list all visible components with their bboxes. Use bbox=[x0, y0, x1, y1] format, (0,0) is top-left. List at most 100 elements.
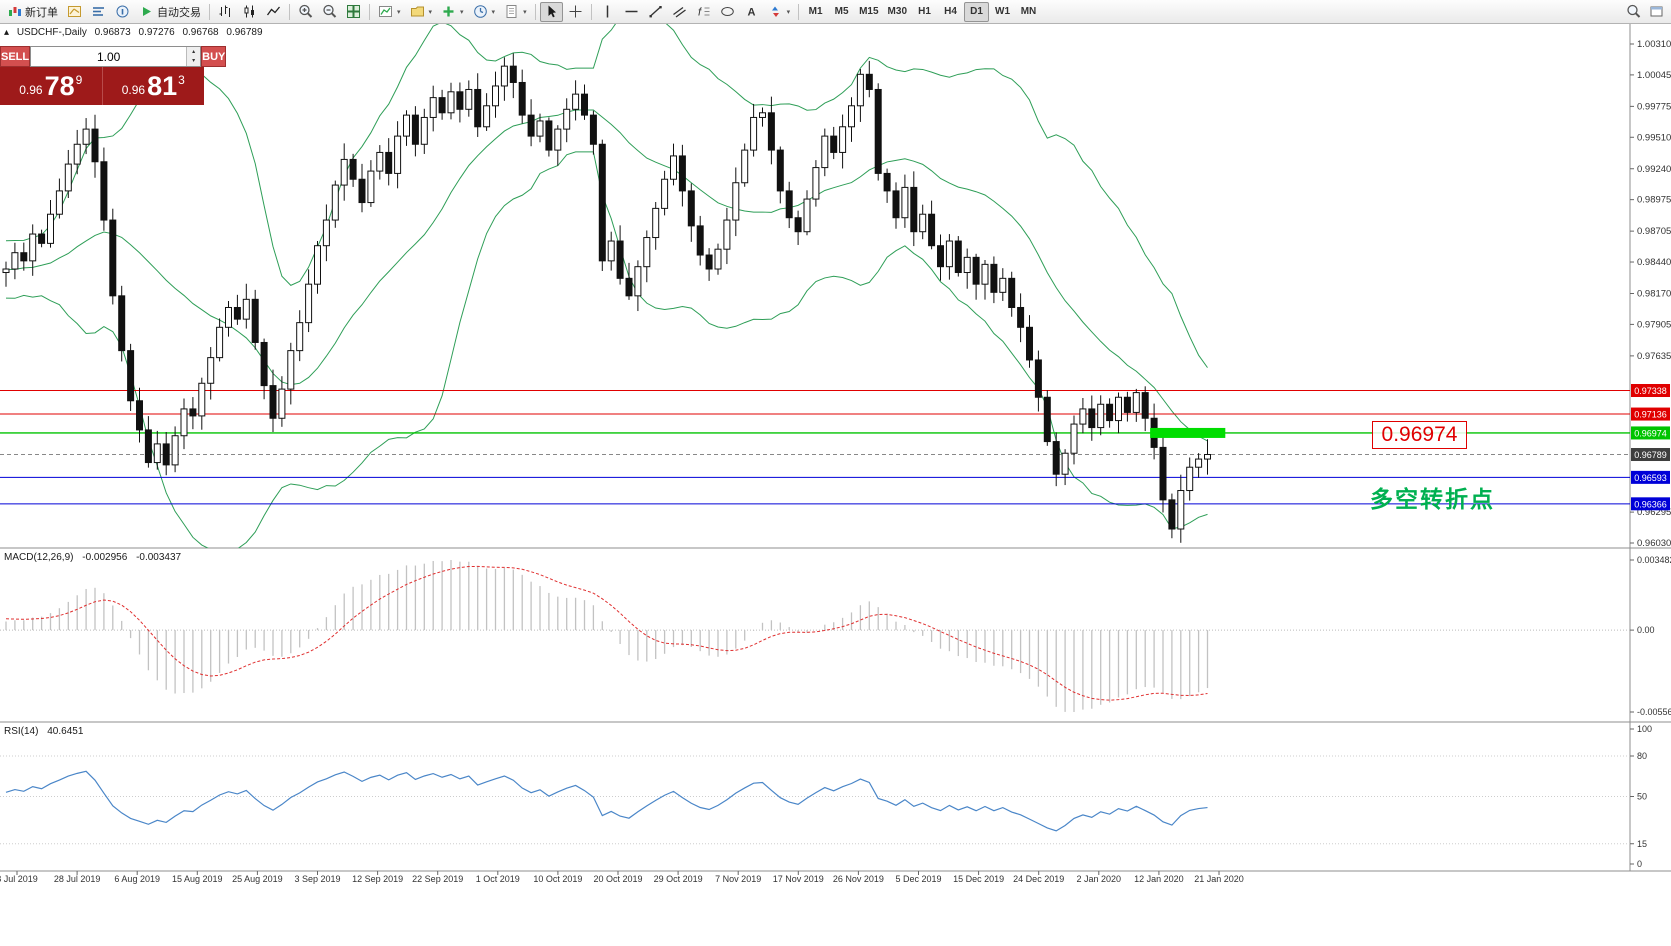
chart-canvas[interactable]: 1.00310 1.00045 0.99775 0.99510 0.99240 0.989… bbox=[0, 24, 1671, 946]
time-axis[interactable]: 8 Jul 2019 28 Jul 2019 6 Aug 2019 15 Aug 20… bbox=[0, 871, 1244, 884]
toolbar-separator bbox=[369, 3, 370, 20]
channel-button[interactable] bbox=[668, 2, 691, 22]
arrows-button[interactable]: ▾ bbox=[764, 2, 795, 22]
svg-text:0.00: 0.00 bbox=[1637, 625, 1655, 635]
market-watch-button[interactable] bbox=[87, 2, 110, 22]
data-window-button[interactable] bbox=[111, 2, 134, 22]
toolbar: 新订单 自动交易 ▾ ▾ ▾ ▾ ▾ f A ▾ M1 M5 M15 M30 H1 H4 D1 W1 MN bbox=[0, 0, 1671, 24]
toolbar-right-group bbox=[1622, 2, 1668, 22]
new-chart-button[interactable]: ▾ bbox=[374, 2, 405, 22]
svg-text:12 Sep 2019: 12 Sep 2019 bbox=[352, 874, 403, 884]
macd-name: MACD(12,26,9) bbox=[4, 552, 74, 563]
vertical-line-icon bbox=[606, 5, 608, 18]
buy-button[interactable]: BUY bbox=[201, 46, 227, 67]
new-order-button[interactable]: 新订单 bbox=[3, 2, 62, 22]
windows-icon bbox=[1650, 6, 1663, 17]
text-tool-button[interactable]: A bbox=[740, 2, 763, 22]
candle-chart-icon bbox=[244, 5, 254, 18]
timeframe-h4[interactable]: H4 bbox=[944, 6, 957, 17]
profiles-icon bbox=[410, 6, 424, 17]
svg-text:1 Oct 2019: 1 Oct 2019 bbox=[476, 874, 520, 884]
bar-chart-icon bbox=[219, 5, 230, 17]
zoom-in-button[interactable] bbox=[294, 2, 317, 22]
bar-chart-button[interactable] bbox=[214, 2, 237, 22]
ohlc-low: 0.96768 bbox=[182, 27, 219, 38]
timeframe-m1[interactable]: M1 bbox=[808, 6, 823, 17]
periods-button[interactable]: ▾ bbox=[469, 2, 500, 22]
market-watch-icon bbox=[93, 7, 104, 16]
zoom-out-button[interactable] bbox=[318, 2, 341, 22]
volume-down-button[interactable]: ▾ bbox=[187, 56, 201, 66]
charts-button[interactable] bbox=[63, 2, 86, 22]
cursor-button[interactable] bbox=[539, 1, 563, 22]
rsi-value: 40.6451 bbox=[47, 726, 84, 737]
horizontal-line-button[interactable] bbox=[620, 2, 643, 22]
shapes-icon bbox=[720, 7, 734, 16]
pivot-highlight-segment[interactable] bbox=[1150, 427, 1226, 438]
pivot-annotation[interactable]: 多空转折点 bbox=[1370, 486, 1495, 512]
crosshair-icon bbox=[569, 5, 582, 18]
timeframe-w1[interactable]: W1 bbox=[995, 6, 1010, 17]
timeframe-m30[interactable]: M30 bbox=[887, 6, 907, 17]
one-click-collapse-icon[interactable]: ▴ bbox=[4, 27, 10, 38]
sell-button[interactable]: SELL bbox=[0, 46, 31, 67]
rsi-name: RSI(14) bbox=[4, 726, 39, 737]
svg-text:0.98975: 0.98975 bbox=[1637, 195, 1671, 206]
crosshair-button[interactable] bbox=[564, 2, 587, 22]
horizontal-line-icon bbox=[625, 10, 638, 13]
new-chart-icon bbox=[379, 6, 392, 17]
indicators-button[interactable]: ▾ bbox=[437, 2, 468, 22]
timeframe-d1[interactable]: D1 bbox=[964, 1, 989, 22]
price-axis[interactable]: 1.00310 1.00045 0.99775 0.99510 0.99240 0.989… bbox=[1630, 39, 1671, 549]
price-callout-annotation[interactable]: 0.96974 bbox=[1372, 421, 1467, 449]
svg-text:20 Oct 2019: 20 Oct 2019 bbox=[593, 874, 642, 884]
svg-text:0.003482: 0.003482 bbox=[1637, 555, 1671, 565]
charts-icon bbox=[68, 6, 81, 17]
search-icon bbox=[1627, 4, 1641, 18]
svg-text:0.97905: 0.97905 bbox=[1637, 319, 1671, 330]
toolbar-separator bbox=[209, 3, 210, 20]
cursor-icon bbox=[548, 5, 556, 18]
volume-up-button[interactable]: ▴ bbox=[187, 47, 201, 57]
templates-button[interactable]: ▾ bbox=[500, 2, 531, 22]
autotrading-button[interactable]: 自动交易 bbox=[135, 2, 205, 22]
tile-windows-button[interactable] bbox=[342, 2, 365, 22]
shapes-button[interactable] bbox=[716, 2, 739, 22]
candle-chart-button[interactable] bbox=[238, 2, 261, 22]
macd-value-main: -0.002956 bbox=[82, 552, 128, 563]
autotrading-icon bbox=[143, 7, 151, 16]
chevron-down-icon: ▾ bbox=[786, 8, 791, 16]
windows-button[interactable] bbox=[1645, 2, 1668, 22]
trendline-button[interactable] bbox=[644, 2, 667, 22]
bollinger-bands bbox=[5, 24, 1208, 548]
svg-text:5 Dec 2019: 5 Dec 2019 bbox=[895, 874, 941, 884]
timeframe-mn[interactable]: MN bbox=[1020, 6, 1037, 17]
macd-axis: 0.003482 0.00 -0.00556 bbox=[1630, 555, 1671, 717]
vertical-line-button[interactable] bbox=[596, 2, 619, 22]
timeframe-m15[interactable]: M15 bbox=[859, 6, 879, 17]
svg-text:A: A bbox=[747, 7, 755, 19]
timeframe-m5[interactable]: M5 bbox=[834, 6, 849, 17]
volume-input[interactable] bbox=[31, 47, 187, 66]
svg-text:1.00310: 1.00310 bbox=[1637, 39, 1671, 50]
fibonacci-button[interactable]: f bbox=[692, 2, 715, 22]
sell-price-big: 78 bbox=[44, 71, 75, 101]
line-chart-button[interactable] bbox=[262, 2, 285, 22]
chevron-down-icon: ▾ bbox=[428, 8, 433, 16]
svg-text:0.97136: 0.97136 bbox=[1634, 410, 1667, 420]
timeframe-h1[interactable]: H1 bbox=[918, 6, 931, 17]
buy-price-sup: 3 bbox=[178, 73, 185, 87]
periods-icon bbox=[473, 5, 487, 18]
search-button[interactable] bbox=[1622, 2, 1645, 22]
pane-separators bbox=[0, 24, 1671, 872]
sell-price[interactable]: 0.96 78 9 bbox=[0, 67, 102, 105]
sell-price-base: 0.96 bbox=[19, 83, 43, 97]
profiles-button[interactable]: ▾ bbox=[406, 2, 437, 22]
chevron-down-icon: ▾ bbox=[397, 8, 401, 16]
trendline-icon bbox=[649, 6, 662, 18]
buy-price[interactable]: 0.96 81 3 bbox=[102, 67, 204, 105]
svg-text:50: 50 bbox=[1637, 792, 1647, 802]
svg-text:21 Jan 2020: 21 Jan 2020 bbox=[1194, 874, 1244, 884]
svg-text:-0.00556: -0.00556 bbox=[1637, 707, 1671, 717]
svg-text:0.96030: 0.96030 bbox=[1637, 538, 1671, 549]
